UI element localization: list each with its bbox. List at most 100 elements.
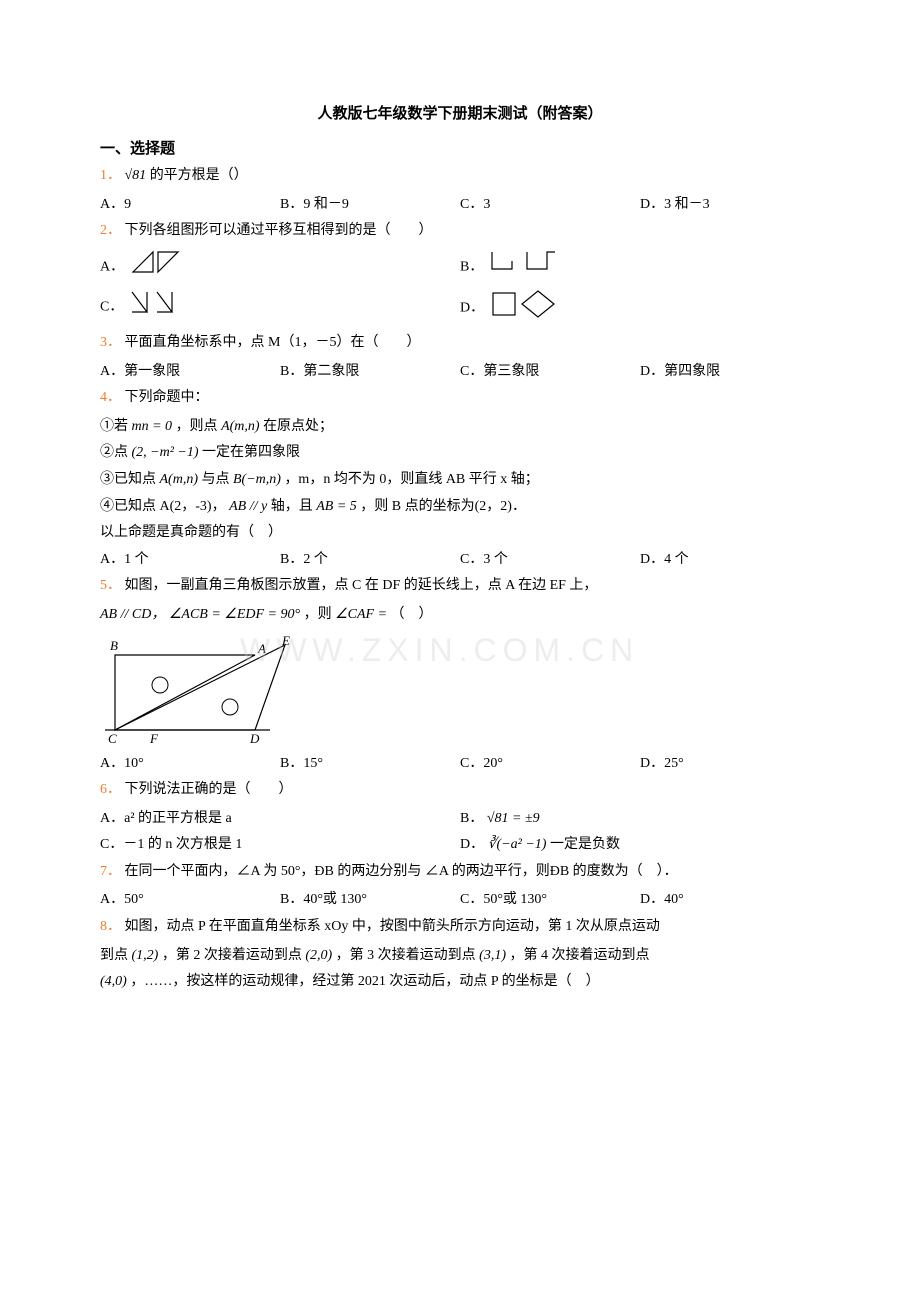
q6-opt-c: C．－1 的 n 次方根是 1 <box>100 832 460 859</box>
q6-opt-a: A．a² 的正平方根是 a <box>100 806 460 833</box>
q4-l4a: ④已知点 A(2，-3)， <box>100 499 226 514</box>
q5-abcd: AB // CD， <box>100 607 165 622</box>
q4-line2: ②点 (2, −m² −1) 一定在第四象限 <box>100 440 820 467</box>
q1-opt-d: D．3 和－3 <box>640 192 820 219</box>
q2-opt-b: B． <box>460 247 820 288</box>
q2-opt-b-label: B． <box>460 259 483 274</box>
q7-text: 在同一个平面内，∠A 为 50°，ÐB 的两边分别与 ∠A 的两边平行，则ÐB … <box>125 864 678 879</box>
q1-number: 1． <box>100 168 121 183</box>
q6-number: 6． <box>100 782 121 797</box>
question-3: 3． 平面直角坐标系中，点 M（1，－5）在（ ） <box>100 330 820 357</box>
q4-tail: 以上命题是真命题的有（ ） <box>100 520 820 547</box>
q8-l3: ，……，按这样的运动规律，经过第 2021 次运动后，动点 P 的坐标是（ ） <box>130 974 599 989</box>
q5-line2: AB // CD， ∠ACB = ∠EDF = 90° ，则 ∠CAF = （ … <box>100 602 820 629</box>
question-6: 6． 下列说法正确的是（ ） <box>100 777 820 804</box>
q4-opt-a: A．1 个 <box>100 547 280 574</box>
q4-l1b: ，则点 <box>176 419 222 434</box>
q3-opt-a: A．第一象限 <box>100 359 280 386</box>
q1-opt-a: A．9 <box>100 192 280 219</box>
question-7: 7． 在同一个平面内，∠A 为 50°，ÐB 的两边分别与 ∠A 的两边平行，则… <box>100 859 820 886</box>
q4-number: 4． <box>100 390 121 405</box>
q2-options-row1: A． B． <box>100 247 820 288</box>
q8-line3: (4,0) ，……，按这样的运动规律，经过第 2021 次运动后，动点 P 的坐… <box>100 969 820 996</box>
q3-options: A．第一象限 B．第二象限 C．第三象限 D．第四象限 <box>100 359 820 386</box>
q4-ab5: AB = 5 <box>316 499 357 514</box>
q7-number: 7． <box>100 864 121 879</box>
q8-pt12: (1,2) <box>132 948 159 963</box>
svg-text:D: D <box>249 731 260 745</box>
q4-text: 下列命题中： <box>125 390 209 405</box>
q4-l3c: ，m，n 均不为 0，则直线 AB 平行 x 轴； <box>284 472 538 487</box>
q4-l2b: 一定在第四象限 <box>202 445 300 460</box>
svg-text:F: F <box>149 731 159 745</box>
q6-opt-d: D． ∛(−a² −1) 一定是负数 <box>460 832 820 859</box>
q2-shape-c <box>127 287 197 328</box>
q5-ang90: ∠ACB = ∠EDF = 90° <box>169 607 300 622</box>
q5-line1: 如图，一副直角三角板图示放置，点 C 在 DF 的延长线上，点 A 在边 EF … <box>125 578 598 593</box>
q8-line1: 如图，动点 P 在平面直角坐标系 xOy 中，按图中箭头所示方向运动，第 1 次… <box>125 919 660 934</box>
q4-opt-c: C．3 个 <box>460 547 640 574</box>
q7-opt-b: B．40°或 130° <box>280 887 460 914</box>
q1-opt-b: B．9 和－9 <box>280 192 460 219</box>
q4-l1c: 在原点处； <box>263 419 333 434</box>
q6-opt-b: B． √81 = ±9 <box>460 806 820 833</box>
question-8: 8． 如图，动点 P 在平面直角坐标系 xOy 中，按图中箭头所示方向运动，第 … <box>100 914 820 941</box>
q4-l3b: 与点 <box>202 472 234 487</box>
question-1: 1． √81 的平方根是（） <box>100 163 820 190</box>
q2-shape-a <box>128 247 198 288</box>
q7-opt-a: A．50° <box>100 887 280 914</box>
q4-opt-d: D．4 个 <box>640 547 820 574</box>
q2-shape-d <box>488 287 568 330</box>
q5-number: 5． <box>100 578 121 593</box>
q6-d-expr: ∛(−a² −1) <box>488 837 547 852</box>
q5-opt-d: D．25° <box>640 751 820 778</box>
svg-text:B: B <box>110 638 118 653</box>
q3-opt-d: D．第四象限 <box>640 359 820 386</box>
q5-options: A．10° B．15° C．20° D．25° <box>100 751 820 778</box>
q5-opt-c: C．20° <box>460 751 640 778</box>
q3-text: 平面直角坐标系中，点 M（1，－5）在（ ） <box>125 335 421 350</box>
q8-l2c: ，第 3 次接着运动到点 <box>336 948 476 963</box>
q5-l2c: （ ） <box>391 607 433 622</box>
q1-opt-c: C．3 <box>460 192 640 219</box>
q4-options: A．1 个 B．2 个 C．3 个 D．4 个 <box>100 547 820 574</box>
q4-amn: A(m,n) <box>221 419 260 434</box>
svg-text:A: A <box>257 641 266 656</box>
q2-shape-b <box>487 247 567 288</box>
q2-opt-a-label: A． <box>100 259 124 274</box>
question-2: 2． 下列各组图形可以通过平移互相得到的是（ ） <box>100 218 820 245</box>
q2-opt-d-label: D． <box>460 301 484 316</box>
q2-number: 2． <box>100 223 121 238</box>
question-4: 4． 下列命题中： <box>100 385 820 412</box>
q6-b-label: B． <box>460 811 483 826</box>
q4-pt2: (2, −m² −1) <box>132 445 199 460</box>
q2-opt-d: D． <box>460 287 820 330</box>
page-title: 人教版七年级数学下册期末测试（附答案） <box>100 100 820 129</box>
svg-text:E: E <box>281 635 290 648</box>
q8-number: 8． <box>100 919 121 934</box>
q7-opt-c: C．50°或 130° <box>460 887 640 914</box>
q6-b-expr: √81 = ±9 <box>487 811 540 826</box>
q2-opt-c-label: C． <box>100 300 123 315</box>
q8-l2d: ，第 4 次接着运动到点 <box>509 948 649 963</box>
q1-sqrt: √81 <box>125 168 147 183</box>
q8-pt20: (2,0) <box>305 948 332 963</box>
q4-line1: ①若 mn = 0 ，则点 A(m,n) 在原点处； <box>100 414 820 441</box>
q4-l3a: ③已知点 <box>100 472 160 487</box>
q2-options-row2: C． D． <box>100 287 820 330</box>
q3-number: 3． <box>100 335 121 350</box>
q4-line4: ④已知点 A(2，-3)， AB // y 轴，且 AB = 5 ，则 B 点的… <box>100 494 820 521</box>
q6-options-row1: A．a² 的正平方根是 a B． √81 = ±9 <box>100 806 820 833</box>
q4-l4c: ，则 B 点的坐标为(2，2)． <box>360 499 526 514</box>
q7-opt-d: D．40° <box>640 887 820 914</box>
q8-pt31: (3,1) <box>479 948 506 963</box>
q4-line3: ③已知点 A(m,n) 与点 B(−m,n) ，m，n 均不为 0，则直线 AB… <box>100 467 820 494</box>
q4-l4b: 轴，且 <box>271 499 317 514</box>
section-heading: 一、选择题 <box>100 135 820 164</box>
q6-d-tail: 一定是负数 <box>550 837 620 852</box>
q4-mn0: mn = 0 <box>132 419 173 434</box>
q6-text: 下列说法正确的是（ ） <box>125 782 293 797</box>
q5-opt-b: B．15° <box>280 751 460 778</box>
q5-angcaf: ∠CAF = <box>335 607 387 622</box>
q1-text: 的平方根是（） <box>150 168 248 183</box>
